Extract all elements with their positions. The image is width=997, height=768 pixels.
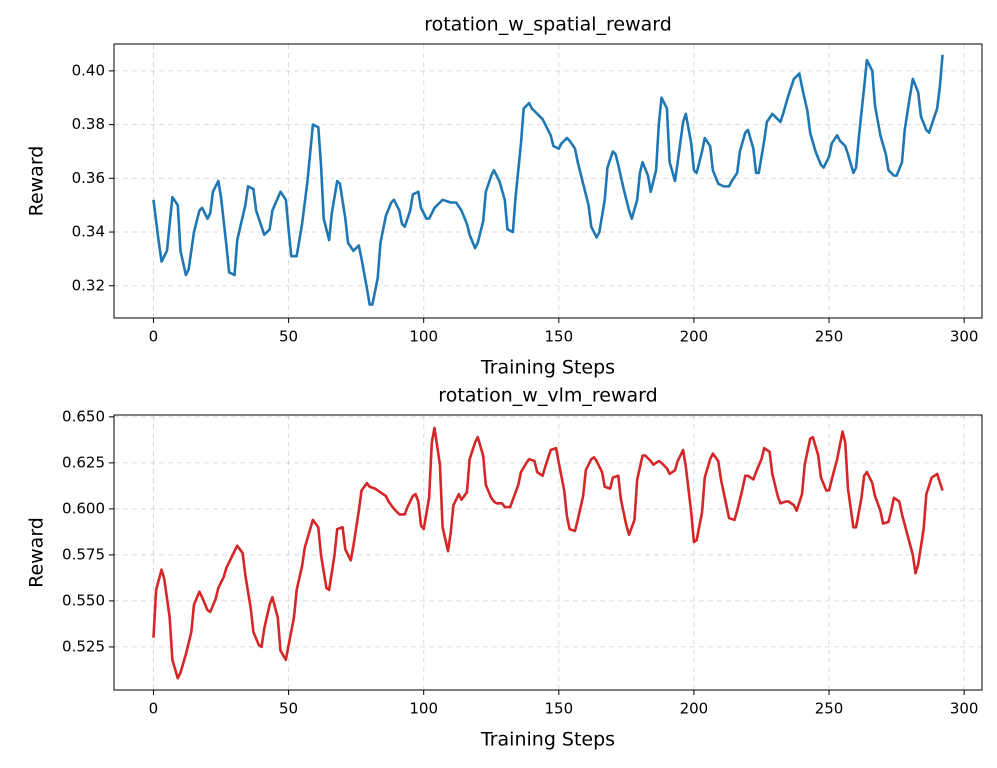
y-tick-label: 0.38 — [72, 115, 105, 133]
y-tick-label: 0.650 — [62, 407, 105, 425]
x-tick-label: 100 — [409, 328, 438, 346]
y-axis-label: Reward — [26, 517, 48, 588]
chart-title: rotation_w_spatial_reward — [424, 14, 672, 36]
data-line — [152, 426, 944, 680]
y-axis-label: Reward — [26, 146, 48, 217]
x-tick-label: 100 — [409, 700, 438, 718]
x-axis-label: Training Steps — [480, 357, 615, 379]
x-tick-label: 50 — [279, 328, 298, 346]
y-tick-label: 0.600 — [62, 499, 105, 517]
x-tick-label: 50 — [279, 700, 298, 718]
x-tick-label: 200 — [680, 328, 709, 346]
y-tick-label: 0.625 — [62, 453, 105, 471]
data-line — [152, 54, 944, 306]
x-tick-label: 150 — [544, 328, 573, 346]
y-tick-label: 0.34 — [72, 223, 105, 241]
y-tick-label: 0.40 — [72, 61, 105, 79]
y-tick-label: 0.575 — [62, 545, 105, 563]
y-tick-label: 0.32 — [72, 276, 105, 294]
x-axis-label: Training Steps — [480, 729, 615, 751]
axes-frame — [113, 414, 983, 691]
y-tick-label: 0.525 — [62, 637, 105, 655]
x-tick-label: 0 — [149, 328, 159, 346]
x-tick-label: 150 — [544, 700, 573, 718]
x-tick-label: 250 — [815, 328, 844, 346]
x-tick-label: 250 — [815, 700, 844, 718]
x-tick-label: 300 — [950, 700, 979, 718]
x-tick-label: 0 — [149, 700, 159, 718]
y-tick-label: 0.36 — [72, 169, 105, 187]
y-tick-label: 0.550 — [62, 591, 105, 609]
chart-title: rotation_w_vlm_reward — [438, 385, 657, 407]
axes-frame — [113, 43, 983, 319]
x-tick-label: 200 — [680, 700, 709, 718]
x-tick-label: 300 — [950, 328, 979, 346]
